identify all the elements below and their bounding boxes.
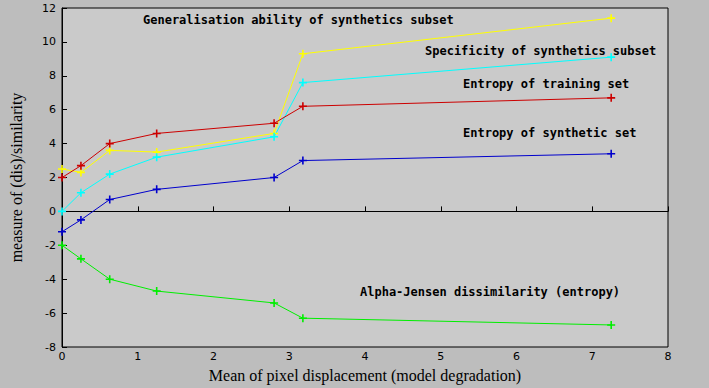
svg-text:1: 1 <box>134 350 141 363</box>
svg-text:4: 4 <box>362 350 369 363</box>
svg-text:-4: -4 <box>45 273 56 286</box>
svg-text:5: 5 <box>437 350 444 363</box>
svg-text:8: 8 <box>49 69 56 82</box>
svg-text:0: 0 <box>49 205 56 218</box>
svg-text:8: 8 <box>665 350 672 363</box>
svg-text:4: 4 <box>49 137 56 150</box>
svg-text:2: 2 <box>49 171 56 184</box>
svg-text:12: 12 <box>42 2 56 15</box>
svg-text:0: 0 <box>59 350 66 363</box>
svg-text:-2: -2 <box>45 239 56 252</box>
svg-text:measure of (dis)/similarity: measure of (dis)/similarity <box>8 93 26 263</box>
svg-text:3: 3 <box>286 350 293 363</box>
svg-text:7: 7 <box>589 350 596 363</box>
svg-text:Specificity of synthetics subs: Specificity of synthetics subset <box>425 44 656 58</box>
svg-text:Entropy of training set: Entropy of training set <box>463 77 629 91</box>
svg-text:Generalisation ability of synt: Generalisation ability of synthetics sub… <box>143 13 454 27</box>
svg-text:-6: -6 <box>45 307 56 320</box>
svg-text:Entropy of synthetic set: Entropy of synthetic set <box>463 126 636 140</box>
svg-text:6: 6 <box>513 350 520 363</box>
svg-text:Mean of pixel displacement (mo: Mean of pixel displacement (model degrad… <box>209 367 521 385</box>
svg-text:Alpha-Jensen dissimilarity (en: Alpha-Jensen dissimilarity (entropy) <box>360 285 620 299</box>
svg-text:6: 6 <box>49 103 56 116</box>
svg-text:10: 10 <box>42 35 56 48</box>
svg-text:2: 2 <box>210 350 217 363</box>
svg-text:-8: -8 <box>45 341 56 354</box>
